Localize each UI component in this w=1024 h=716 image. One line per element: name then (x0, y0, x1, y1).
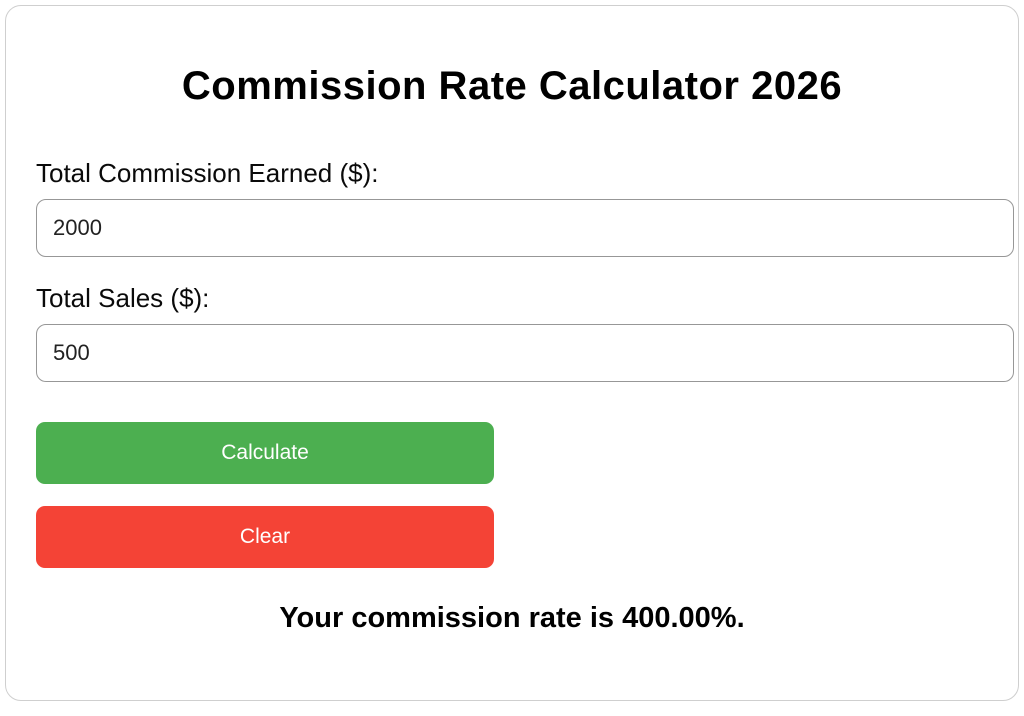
page-title: Commission Rate Calculator 2026 (181, 64, 843, 108)
result-text: Your commission rate is 400.00%. (279, 602, 745, 635)
calculator-card: Commission Rate Calculator 2026 Total Co… (5, 5, 1019, 701)
clear-button[interactable]: Clear (36, 506, 494, 569)
total-sales-input[interactable] (36, 324, 1014, 383)
calculate-button[interactable]: Calculate (36, 422, 494, 485)
total-sales-label: Total Sales ($): (36, 283, 210, 314)
commission-earned-input[interactable] (36, 199, 1014, 258)
commission-earned-label: Total Commission Earned ($): (36, 158, 379, 188)
